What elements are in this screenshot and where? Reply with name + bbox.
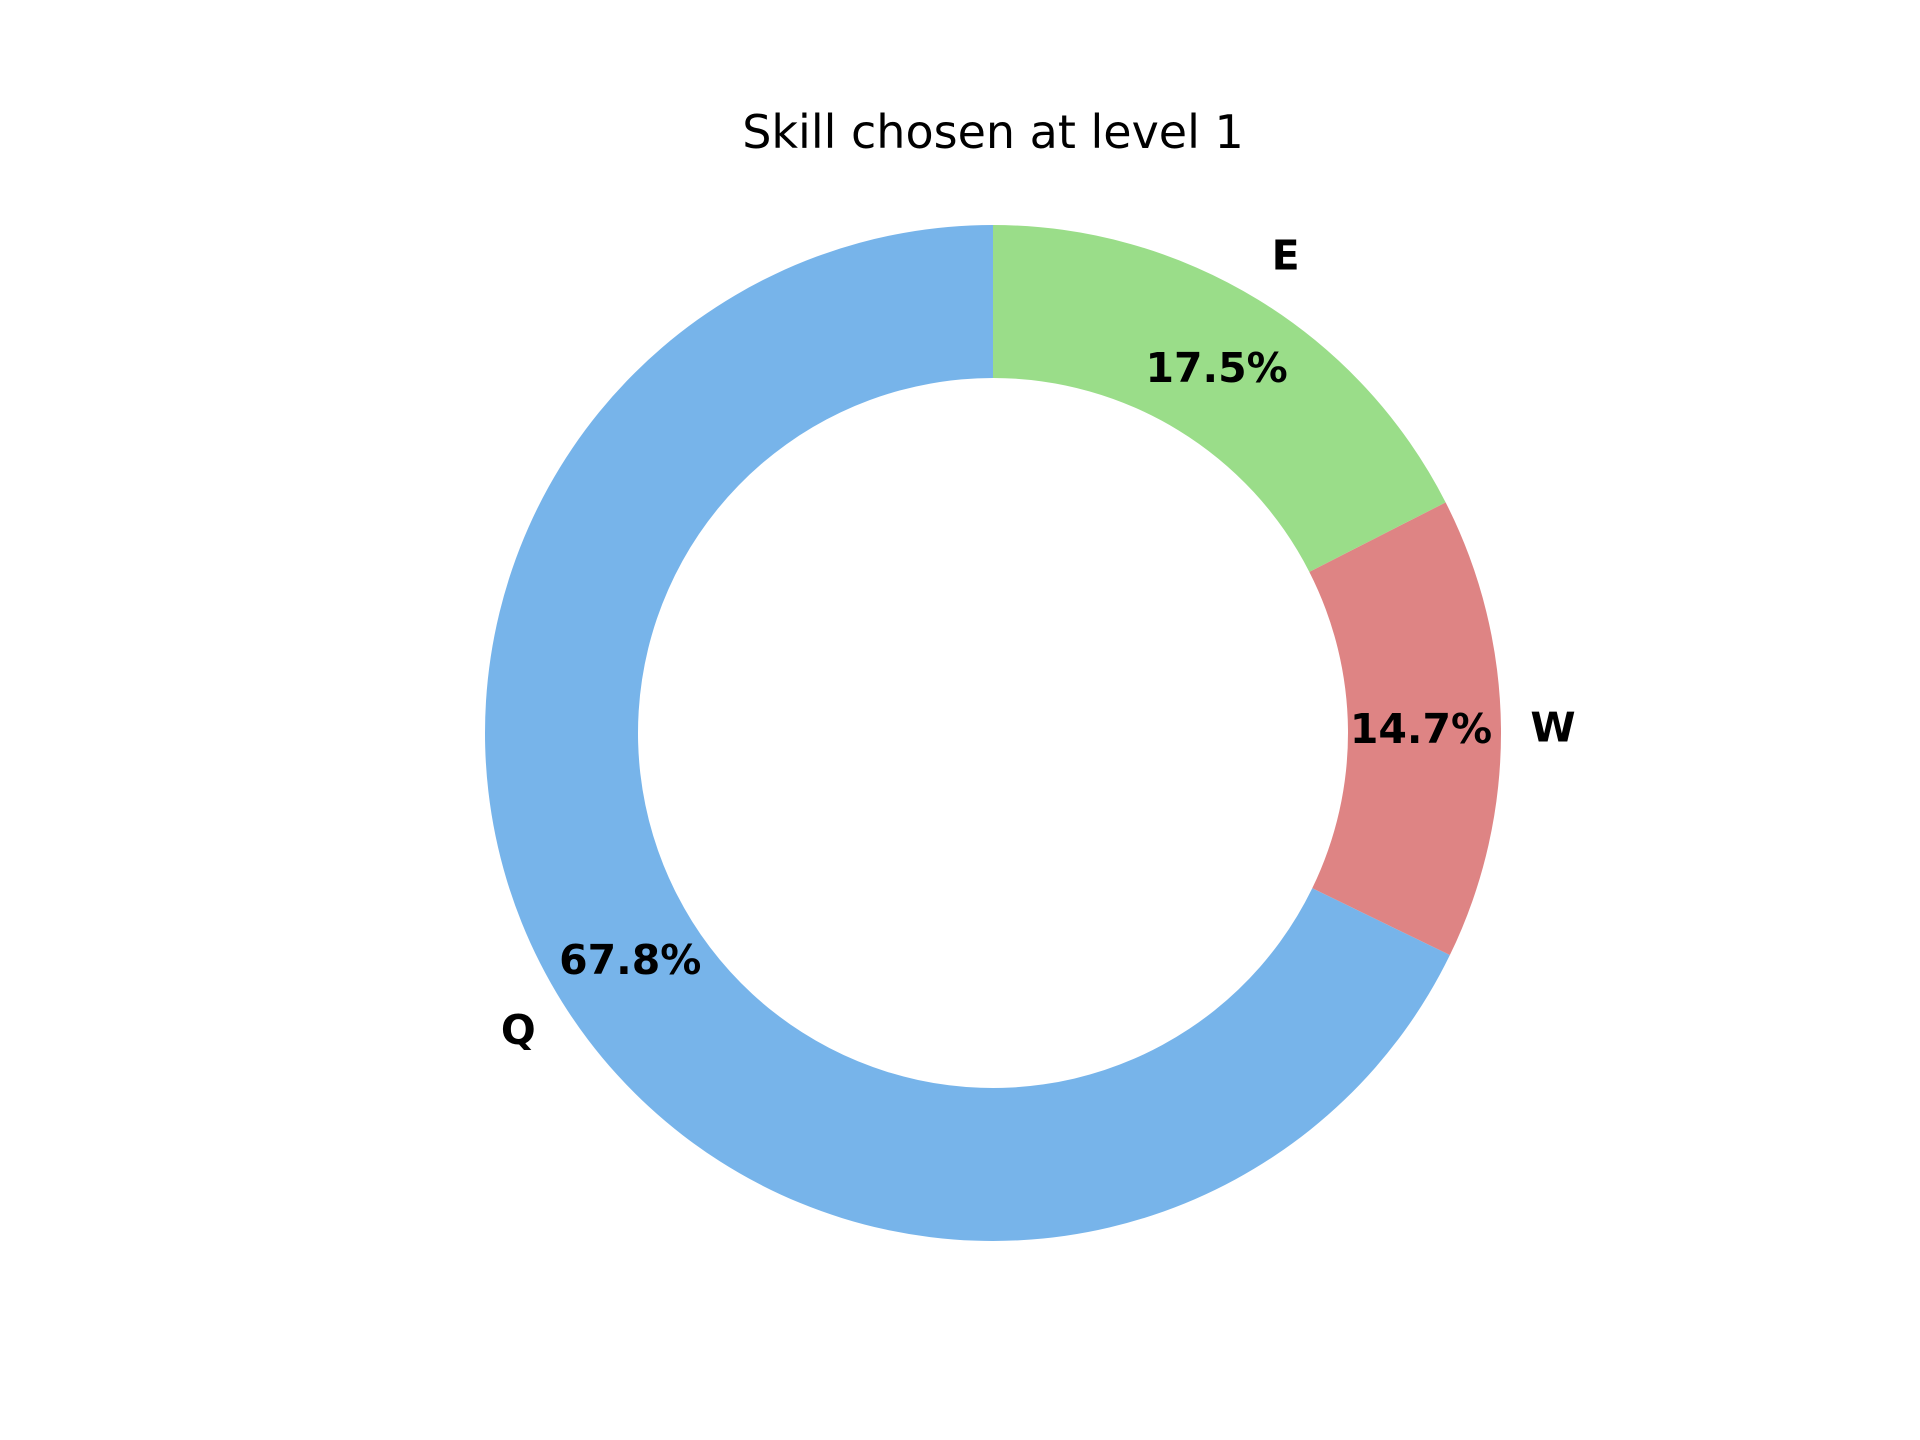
chart-title: Skill chosen at level 1: [742, 105, 1244, 159]
slice-label-e: E: [1272, 232, 1300, 280]
slice-label-q: Q: [501, 1006, 536, 1054]
donut-slice-e: [993, 225, 1446, 572]
donut-labels: Q 67.8% W 14.7% E 17.5%: [501, 232, 1576, 1055]
slice-label-w: W: [1530, 704, 1575, 752]
donut-slices: [484, 225, 1501, 1242]
slice-value-e: 17.5%: [1146, 344, 1288, 392]
slice-value-w: 14.7%: [1350, 705, 1492, 753]
donut-slice-w: [1309, 502, 1501, 956]
donut-slice-q: [484, 225, 1450, 1242]
slice-value-q: 67.8%: [559, 936, 701, 984]
